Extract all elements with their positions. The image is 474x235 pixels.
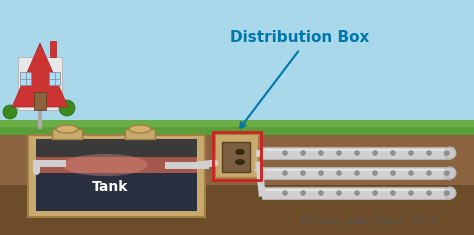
Ellipse shape bbox=[445, 171, 449, 176]
Polygon shape bbox=[0, 185, 474, 235]
Ellipse shape bbox=[409, 171, 413, 176]
Polygon shape bbox=[20, 72, 31, 85]
Ellipse shape bbox=[409, 150, 413, 156]
Ellipse shape bbox=[319, 150, 323, 156]
Polygon shape bbox=[0, 0, 474, 120]
Ellipse shape bbox=[235, 159, 245, 165]
Text: Tank: Tank bbox=[92, 180, 128, 194]
Ellipse shape bbox=[427, 191, 431, 196]
Polygon shape bbox=[49, 72, 60, 85]
Bar bbox=[52, 129, 82, 139]
Bar bbox=[215, 134, 259, 178]
Circle shape bbox=[3, 105, 17, 119]
Ellipse shape bbox=[427, 150, 431, 156]
Ellipse shape bbox=[445, 150, 449, 156]
Ellipse shape bbox=[391, 150, 395, 156]
Ellipse shape bbox=[373, 150, 377, 156]
Ellipse shape bbox=[63, 154, 147, 176]
Ellipse shape bbox=[337, 171, 341, 176]
Ellipse shape bbox=[409, 191, 413, 196]
Ellipse shape bbox=[445, 191, 449, 196]
Bar bbox=[222, 142, 250, 172]
Ellipse shape bbox=[283, 191, 288, 196]
Polygon shape bbox=[28, 135, 205, 217]
Polygon shape bbox=[18, 57, 62, 110]
Polygon shape bbox=[0, 135, 474, 235]
Ellipse shape bbox=[283, 171, 288, 176]
Polygon shape bbox=[0, 120, 474, 135]
Ellipse shape bbox=[301, 171, 306, 176]
Ellipse shape bbox=[355, 191, 359, 196]
Bar bbox=[262, 147, 450, 159]
Ellipse shape bbox=[391, 171, 395, 176]
Ellipse shape bbox=[391, 191, 395, 196]
Polygon shape bbox=[50, 41, 56, 57]
Ellipse shape bbox=[319, 171, 323, 176]
Ellipse shape bbox=[319, 191, 323, 196]
Ellipse shape bbox=[337, 150, 341, 156]
Text: Distribution Box: Distribution Box bbox=[230, 30, 370, 44]
Ellipse shape bbox=[56, 125, 78, 133]
Ellipse shape bbox=[129, 125, 151, 133]
Bar bbox=[262, 187, 450, 199]
Circle shape bbox=[59, 100, 75, 116]
Ellipse shape bbox=[337, 191, 341, 196]
Text: Soil Absorption System (S.A.S): Soil Absorption System (S.A.S) bbox=[301, 216, 439, 226]
Ellipse shape bbox=[301, 191, 306, 196]
Ellipse shape bbox=[355, 171, 359, 176]
Polygon shape bbox=[36, 157, 197, 173]
Bar bbox=[213, 132, 261, 180]
Ellipse shape bbox=[355, 150, 359, 156]
Polygon shape bbox=[36, 173, 197, 211]
Ellipse shape bbox=[301, 150, 306, 156]
Ellipse shape bbox=[373, 171, 377, 176]
Bar bbox=[262, 167, 450, 179]
Polygon shape bbox=[36, 139, 197, 211]
Ellipse shape bbox=[427, 171, 431, 176]
Ellipse shape bbox=[283, 150, 288, 156]
Bar bbox=[125, 129, 155, 139]
Polygon shape bbox=[12, 43, 68, 107]
Ellipse shape bbox=[444, 147, 456, 159]
Ellipse shape bbox=[235, 149, 245, 155]
Ellipse shape bbox=[444, 187, 456, 199]
Polygon shape bbox=[0, 120, 474, 127]
Ellipse shape bbox=[444, 167, 456, 179]
Polygon shape bbox=[34, 92, 46, 110]
Ellipse shape bbox=[373, 191, 377, 196]
